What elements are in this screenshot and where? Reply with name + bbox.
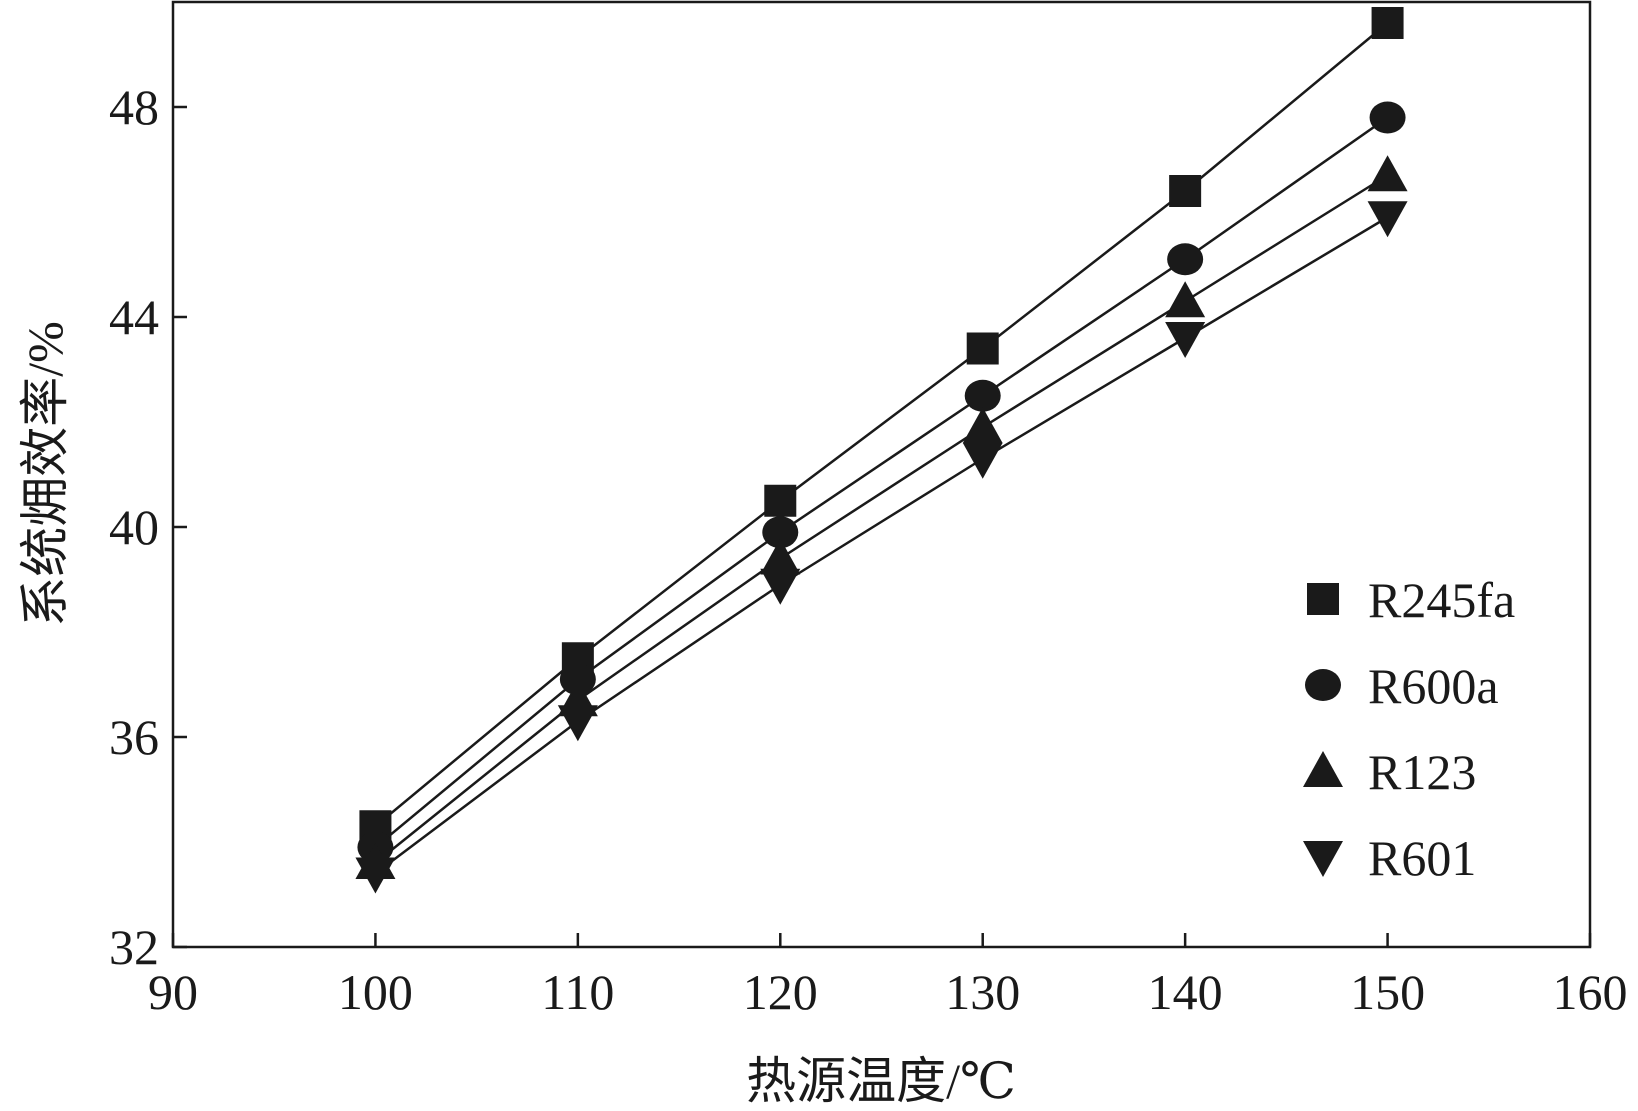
data-point-r123 [1165, 281, 1206, 318]
x-tick-label: 150 [1350, 964, 1425, 1020]
y-tick-label: 48 [109, 79, 159, 135]
data-point-r601 [760, 568, 801, 605]
x-tick-label: 130 [945, 964, 1020, 1020]
data-point-r601 [962, 442, 1003, 479]
y-tick-label: 40 [109, 499, 159, 555]
data-point-r245fa [966, 332, 999, 365]
legend-label: R245fa [1368, 572, 1515, 628]
data-point-r245fa [1169, 175, 1202, 207]
data-point-r600a [559, 663, 596, 696]
data-point-r600a [1369, 101, 1406, 134]
legend-marker-r245fa [1307, 583, 1339, 615]
legend-label: R600a [1368, 658, 1499, 714]
data-point-r601 [355, 857, 396, 894]
y-tick-label: 44 [109, 289, 159, 345]
data-point-r601 [1165, 322, 1206, 358]
x-axis-label: 热源温度/℃ [746, 1053, 1016, 1109]
x-tick-label: 160 [1553, 964, 1628, 1020]
data-point-r601 [1367, 201, 1408, 238]
data-point-r600a [762, 516, 799, 549]
data-point-r245fa [1371, 7, 1404, 39]
series-line-r123 [374, 174, 1389, 864]
x-tick-label: 140 [1148, 964, 1223, 1020]
y-axis-label: 系统㶲效率/% [17, 321, 73, 627]
series-line-r600a [374, 116, 1389, 849]
legend-marker-r123 [1303, 751, 1343, 787]
x-tick-label: 100 [338, 964, 413, 1020]
data-point-r245fa [764, 484, 797, 517]
x-tick-label: 90 [148, 964, 198, 1020]
plot-area-frame [171, 0, 1592, 949]
data-point-r123 [1367, 155, 1408, 192]
data-point-r600a [1167, 243, 1204, 276]
legend-label: R601 [1368, 830, 1476, 886]
data-point-r601 [557, 705, 598, 742]
legend-marker-r601 [1303, 841, 1343, 877]
data-point-r600a [964, 379, 1001, 412]
y-tick-label: 36 [109, 709, 159, 765]
legend-marker-r600a [1305, 669, 1341, 701]
data-point-r123 [962, 407, 1003, 444]
series-line-r601 [374, 216, 1389, 875]
y-tick-label: 32 [109, 919, 159, 975]
x-tick-label: 110 [541, 964, 614, 1020]
data-point-r123 [760, 538, 801, 575]
x-tick-label: 120 [743, 964, 818, 1020]
series-line-r245fa [374, 22, 1389, 828]
legend-label: R123 [1368, 744, 1476, 800]
